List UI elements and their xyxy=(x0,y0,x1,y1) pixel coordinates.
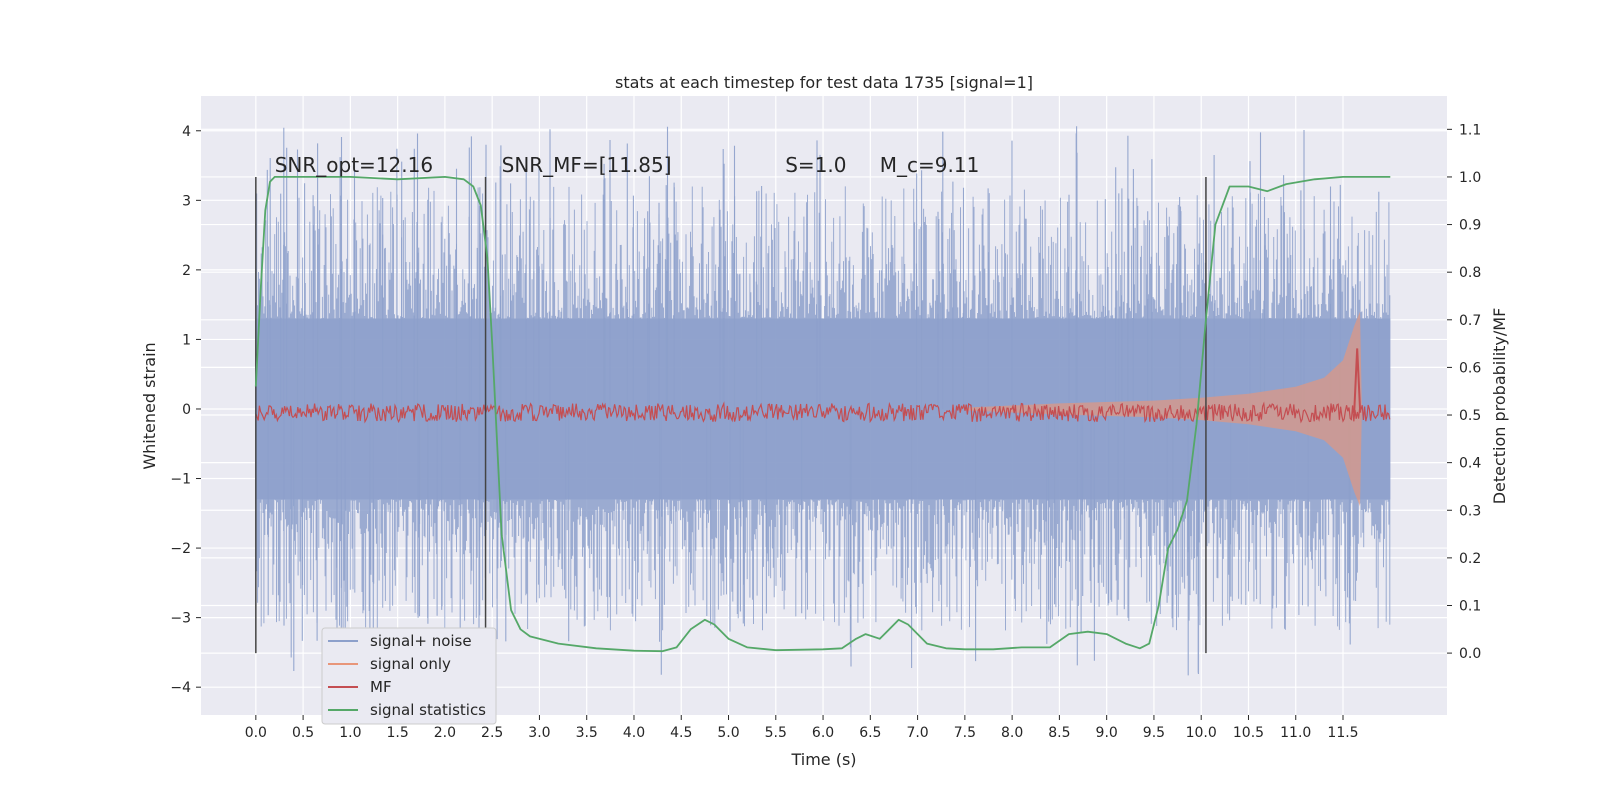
x-tick-label: 8.5 xyxy=(1048,725,1070,741)
legend-label: MF xyxy=(370,678,392,696)
annotation: SNR_MF=[11.85] xyxy=(502,153,672,177)
legend-label: signal statistics xyxy=(370,701,486,719)
x-axis-label: Time (s) xyxy=(790,750,856,769)
vertical-markers xyxy=(255,176,1207,654)
y2-tick-label: 0.1 xyxy=(1459,598,1481,614)
y-axis-label: Whitened strain xyxy=(140,342,159,469)
annotation: S=1.0 xyxy=(785,153,846,177)
x-tick-label: 5.5 xyxy=(765,725,787,741)
x-tick-label: 10.5 xyxy=(1233,725,1264,741)
x-tick-label: 2.0 xyxy=(434,725,456,741)
x-tick-label: 1.5 xyxy=(387,725,409,741)
x-tick-label: 7.0 xyxy=(906,725,928,741)
annotation: SNR_opt=12.16 xyxy=(275,153,433,177)
y2-axis-ticks: 1.1 1.0 0.9 0.8 0.7 0.6 0.5 0.4 0.3 0.2 0.1 0.0 xyxy=(1447,122,1481,662)
x-tick-label: 11.0 xyxy=(1280,725,1311,741)
y-tick-label: −1 xyxy=(170,472,191,488)
y-tick-label: −3 xyxy=(170,611,191,627)
y-tick-label: 1 xyxy=(182,332,191,348)
y2-tick-label: 1.1 xyxy=(1459,122,1481,138)
y2-tick-label: 0.5 xyxy=(1459,408,1481,424)
y-tick-label: −4 xyxy=(170,680,191,696)
x-tick-label: 9.0 xyxy=(1096,725,1118,741)
legend-label: signal only xyxy=(370,655,451,673)
y-tick-label: 0 xyxy=(182,402,191,418)
x-tick-label: 10.0 xyxy=(1186,725,1217,741)
y2-tick-label: 0.9 xyxy=(1459,218,1481,234)
legend-label: signal+ noise xyxy=(370,632,472,650)
x-tick-label: 11.5 xyxy=(1327,725,1358,741)
x-tick-label: 7.5 xyxy=(954,725,976,741)
x-tick-label: 0.0 xyxy=(245,725,267,741)
x-tick-label: 2.5 xyxy=(481,725,503,741)
legend: signal+ noise signal only MF signal statist… xyxy=(321,627,497,725)
annotations: SNR_opt=12.16 SNR_MF=[11.85] S=1.0 M_c=9.11 xyxy=(275,153,980,177)
y-axis-ticks: 4 3 2 1 0 −1 −2 −3 −4 xyxy=(170,124,201,696)
signal-only-series xyxy=(964,311,1362,507)
y2-tick-label: 0.8 xyxy=(1459,265,1481,281)
signal-statistics-series xyxy=(254,176,1391,653)
y2-tick-label: 0.0 xyxy=(1459,646,1481,662)
signal-statistics-line xyxy=(254,176,1391,653)
x-tick-label: 6.0 xyxy=(812,725,834,741)
y2-tick-label: 0.4 xyxy=(1459,456,1481,472)
x-tick-label: 1.0 xyxy=(339,725,361,741)
x-tick-label: 3.5 xyxy=(576,725,598,741)
x-axis-ticks: 0.0 0.5 1.0 1.5 2.0 2.5 3.0 3.5 4.0 4.5 5.0 5.5 6.0 6… xyxy=(245,715,1359,741)
x-tick-label: 6.5 xyxy=(859,725,881,741)
x-tick-label: 0.5 xyxy=(292,725,314,741)
y2-tick-label: 0.3 xyxy=(1459,503,1481,519)
mf-line xyxy=(255,401,1391,424)
y2-tick-label: 0.2 xyxy=(1459,551,1481,567)
signal-only-envelope xyxy=(964,311,1362,507)
x-tick-label: 5.0 xyxy=(717,725,739,741)
y-tick-label: −2 xyxy=(170,541,191,557)
x-tick-label: 4.0 xyxy=(623,725,645,741)
y-tick-label: 2 xyxy=(182,263,191,279)
y-tick-label: 3 xyxy=(182,193,191,209)
mf-series xyxy=(255,348,1391,424)
y2-tick-label: 0.7 xyxy=(1459,313,1481,329)
mf-peak xyxy=(1353,348,1362,413)
x-tick-label: 3.0 xyxy=(528,725,550,741)
y-tick-label: 4 xyxy=(182,124,191,140)
x-tick-label: 4.5 xyxy=(670,725,692,741)
chart-title: stats at each timestep for test data 173… xyxy=(615,73,1033,92)
x-tick-label: 8.0 xyxy=(1001,725,1023,741)
y2-axis-label: Detection probability/MF xyxy=(1490,308,1509,505)
legend-box xyxy=(321,627,497,725)
y2-tick-label: 0.6 xyxy=(1459,360,1481,376)
annotation: M_c=9.11 xyxy=(880,153,980,177)
y2-tick-label: 1.0 xyxy=(1459,170,1481,186)
x-tick-label: 9.5 xyxy=(1143,725,1165,741)
